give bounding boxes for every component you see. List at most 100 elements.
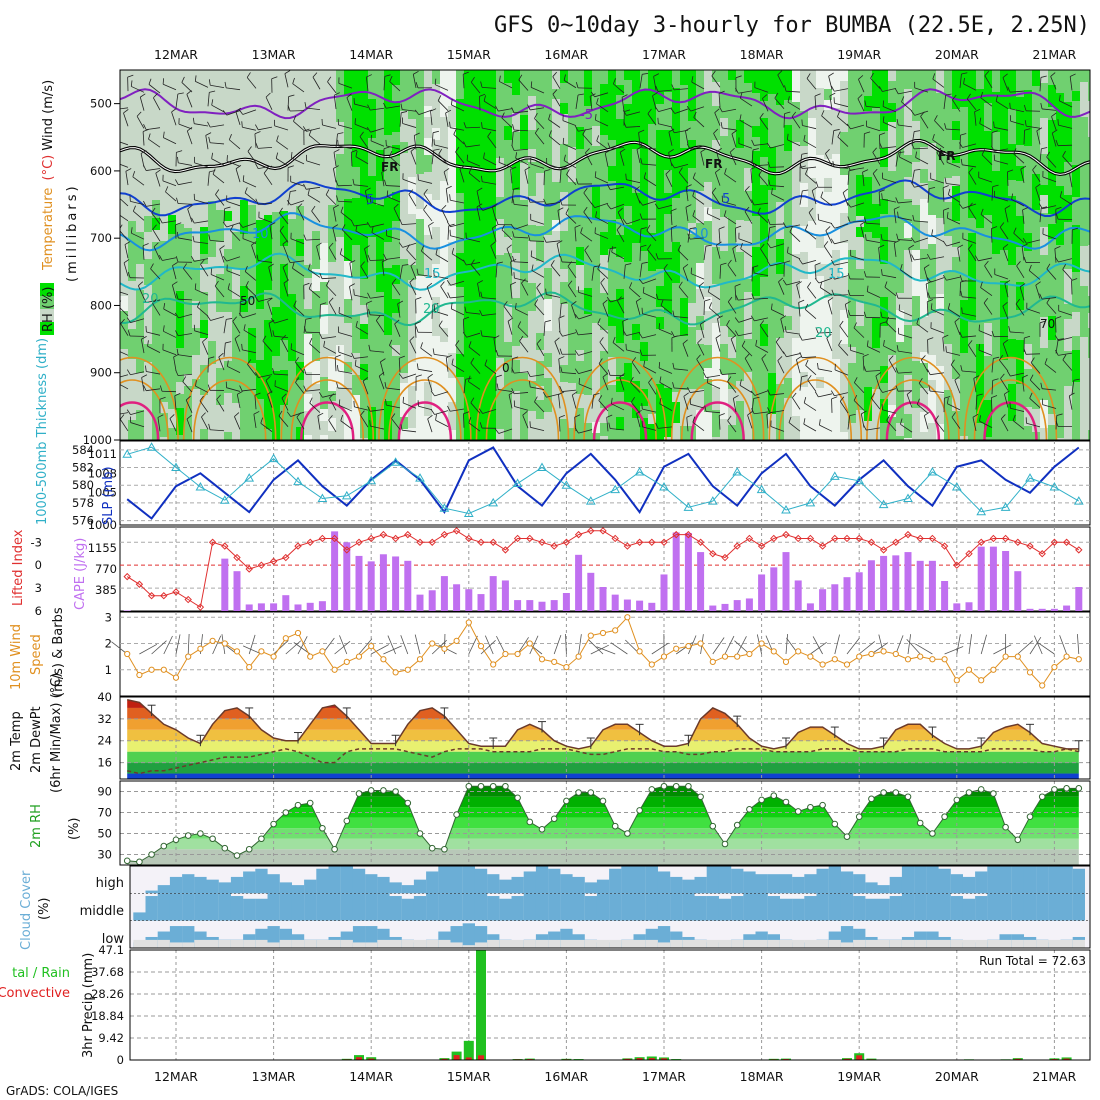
wind-barb-flag: [265, 376, 271, 381]
rh-cell: [576, 127, 585, 149]
lifted-index-point: [318, 534, 327, 543]
wind-barb-flag: [853, 394, 858, 401]
thickness-point: [171, 462, 181, 472]
wind-barb-flag: [924, 264, 930, 269]
wind-barb-flag: [715, 168, 721, 173]
rh-cell: [168, 295, 177, 315]
wind-barb-flag: [936, 147, 942, 153]
wind-barb: [120, 163, 129, 168]
wind-barb-flag: [924, 411, 930, 416]
rh-cell: [432, 84, 441, 108]
rh-cell: [128, 148, 137, 168]
wind-barb-flag: [241, 343, 243, 350]
rh2m-point: [148, 851, 155, 858]
wind-barb: [235, 168, 241, 183]
wind-barb-flag: [518, 74, 523, 81]
wind-barb: [514, 277, 529, 282]
wind-barb-flag: [268, 263, 274, 268]
rh-cell: [760, 219, 769, 239]
wind-barb-flag: [354, 359, 357, 366]
rh-cell: [928, 391, 937, 423]
rh-cell: [144, 146, 153, 156]
wind-barb: [1042, 108, 1057, 111]
wind-barb-flag: [720, 121, 723, 129]
rh-cell: [136, 355, 145, 373]
rh-cell: [160, 70, 169, 106]
wind-barb: [276, 140, 289, 150]
rh-cell: [944, 101, 953, 116]
wind-barb-flag: [443, 168, 450, 173]
wind-barb-flag: [496, 261, 503, 264]
wind-barb: [831, 130, 835, 145]
rh-cell: [896, 375, 905, 397]
rh-tick-label: 70: [97, 806, 112, 820]
rh-cell: [640, 406, 649, 418]
wind-barb: [1004, 283, 1009, 298]
cape-bar: [453, 584, 461, 611]
wind-barb-flag: [446, 280, 451, 286]
rh-cell: [1064, 175, 1073, 195]
wind-barb-flag: [433, 269, 435, 277]
rh-cell: [296, 256, 305, 286]
top-date-label: 18MAR: [740, 47, 784, 62]
wind-barb: [777, 360, 785, 374]
wind-barb-flag: [691, 76, 694, 83]
top-date-label: 14MAR: [349, 47, 393, 62]
wind-barb: [283, 283, 289, 297]
wind-barb-flag: [1039, 293, 1043, 300]
rh-cell: [240, 286, 249, 312]
rh-cell: [344, 423, 353, 440]
thickness-point: [610, 484, 621, 494]
temp2m-label: 2m Temp: [9, 711, 24, 771]
rh-cell: [576, 394, 585, 408]
rh-cell: [960, 384, 969, 419]
wind-barb-flag: [571, 301, 577, 306]
rh-cell: [976, 70, 985, 89]
wind-speed-point: [624, 614, 631, 621]
rh-cell: [744, 260, 753, 279]
rh-cell: [1024, 90, 1033, 123]
wind-barb-flag: [522, 411, 528, 416]
rh-cell: [560, 419, 569, 440]
wind-barb-flag: [415, 374, 422, 378]
lifted-index-point: [550, 542, 558, 550]
wind-barb-flag: [960, 133, 967, 136]
rh-cell: [448, 312, 457, 326]
wind-barb: [173, 356, 177, 371]
wind-barb: [954, 380, 961, 394]
cloud-cell-high: [670, 876, 683, 894]
cape-bar: [233, 571, 241, 611]
wind-barb: [284, 73, 289, 88]
wind-barb-flag: [767, 161, 771, 168]
wind-barb-flag: [208, 136, 211, 143]
rh-cell: [360, 438, 369, 440]
rh-cell: [784, 151, 793, 176]
contour-label-20: 20: [142, 292, 159, 307]
wind-barb: [1058, 258, 1073, 263]
wind-barb: [668, 131, 673, 146]
wind-barb: [1036, 130, 1041, 145]
rh-cell: [544, 141, 553, 168]
rh-cell: [600, 293, 609, 330]
wind-barb-flag: [367, 254, 371, 261]
rh-cell: [288, 318, 297, 350]
surface-wind-barb: [400, 635, 409, 655]
wind-barb: [804, 402, 817, 411]
temp2m-line: [127, 698, 1079, 750]
rh-cell: [1056, 438, 1065, 440]
rh-cell: [232, 141, 241, 153]
rh-cell: [768, 324, 777, 356]
wind-barb: [253, 414, 257, 429]
rh-cell: [872, 238, 881, 271]
rh-cell: [304, 173, 313, 203]
rh-cell: [272, 371, 281, 396]
wind-speed-point: [209, 637, 216, 644]
rh-cell: [192, 301, 201, 328]
rh-cell: [888, 316, 897, 355]
wind-barb-flag: [888, 355, 894, 361]
rh-cell: [392, 356, 401, 395]
rh-cell: [728, 80, 737, 118]
wind-barb: [718, 415, 721, 430]
wind-barb-flag: [787, 246, 789, 253]
